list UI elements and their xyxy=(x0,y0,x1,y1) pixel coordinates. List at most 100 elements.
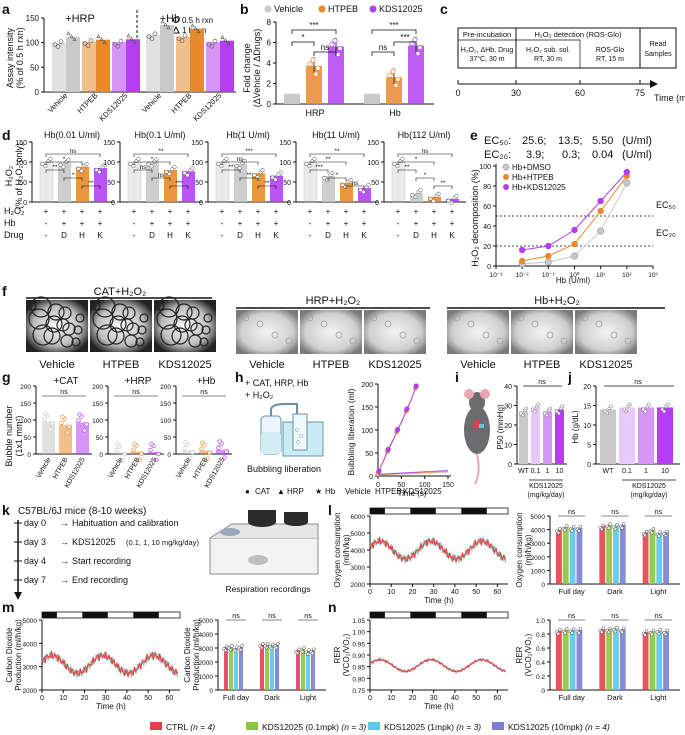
d-ytick-label: 100 xyxy=(15,160,27,167)
d-point xyxy=(131,163,136,169)
d-point xyxy=(61,164,66,169)
n-plot-point xyxy=(622,626,626,631)
m-plot-ytick2-label: 1000 xyxy=(199,674,214,681)
i-bar xyxy=(543,411,552,464)
a-xlabel: KDS12025 xyxy=(191,91,223,123)
f-bubble xyxy=(45,315,63,333)
f-bubble xyxy=(531,320,539,328)
e-ylabel: H₂O₂ decomposition (%) xyxy=(470,169,480,267)
j-bar xyxy=(600,409,616,464)
d-sig-bracket xyxy=(45,153,101,157)
n-plot-point xyxy=(571,627,576,631)
n-plot-dark-segment xyxy=(370,612,385,618)
b-ytick-label: 8 xyxy=(267,18,272,27)
n-plot-point xyxy=(570,631,574,635)
legend-label: CTRL (n = 4) xyxy=(166,722,215,732)
n-plot-ytick2-label: 0.4 xyxy=(536,660,545,667)
respiration-chamber xyxy=(209,510,319,575)
svg-text:Hb (g/dL): Hb (g/dL) xyxy=(571,410,580,444)
h-ytick-label: 150 xyxy=(361,405,373,412)
f-bubble xyxy=(75,313,85,323)
d-ytick-label: 150 xyxy=(15,140,27,147)
g-ytick-label: 150 xyxy=(160,401,171,408)
d-point xyxy=(149,164,154,169)
b-ytick-label: 2 xyxy=(267,80,272,89)
d-point xyxy=(252,173,257,178)
d-sig-label: ** xyxy=(246,172,252,179)
e-point xyxy=(544,258,552,266)
d-point xyxy=(312,156,317,162)
g-point xyxy=(182,446,187,451)
d-bar xyxy=(94,168,107,202)
f-bubble xyxy=(28,308,50,330)
svg-text:Oxygen consumption: Oxygen consumption xyxy=(515,512,524,587)
j-ytick-label: 10 xyxy=(583,423,591,430)
a-point-tri xyxy=(66,31,71,36)
l-plot-dark-segment xyxy=(410,508,436,514)
n-plot-bar xyxy=(613,628,619,690)
e-ytick-label: 20 xyxy=(483,244,491,251)
i-ytick-label: 10 xyxy=(504,443,512,450)
n-plot-point xyxy=(558,627,562,632)
e-point xyxy=(545,252,552,260)
f-bubble xyxy=(201,325,211,335)
d-row-val: + xyxy=(432,219,437,228)
e-xlabel: Hb (U/ml) xyxy=(556,276,591,285)
j-sig: ns xyxy=(634,379,642,386)
n-plot-point xyxy=(665,628,669,633)
m-plot-ytick-label: 4000 xyxy=(23,641,38,648)
f-microscopy-image xyxy=(575,310,637,354)
n-plot-dark-segment xyxy=(410,612,436,618)
d-sig-label: ** xyxy=(228,164,234,171)
n-plot-bar xyxy=(663,631,669,690)
d-sig-bracket xyxy=(345,185,365,189)
f-bubble xyxy=(256,320,264,328)
n-plot-ytick-label: 0.95 xyxy=(352,641,365,648)
b-ylabel: Fold change (ΔVehicle / ΔDrugs) xyxy=(242,29,262,108)
d-row-val: K xyxy=(185,231,191,240)
svg-text:Fold change: Fold change xyxy=(242,43,252,93)
g-point xyxy=(149,441,154,447)
m-plot-xlabel: Time (h) xyxy=(96,702,126,711)
d-row-val: + xyxy=(274,207,279,216)
f-bubble xyxy=(271,331,279,339)
a-point xyxy=(88,38,94,43)
f-label: Vehicle xyxy=(460,359,495,371)
d-title: Hb(0.01 U/ml) xyxy=(44,130,100,140)
a-bar-1h xyxy=(66,36,80,92)
g-point xyxy=(188,456,193,461)
b-point xyxy=(315,65,321,71)
m-plot-ylabel: Carbon Dioxide Production (ml/h/kg) xyxy=(5,619,23,691)
svg-text:Production (ml/h/kg): Production (ml/h/kg) xyxy=(14,619,23,691)
j-sublabel2: (mg/kg/day) xyxy=(631,492,668,499)
g-ytick-label: 200 xyxy=(160,384,171,391)
f-bubble xyxy=(320,320,328,328)
f-bubble xyxy=(188,334,202,348)
f-bubble xyxy=(467,320,475,328)
f-title-cat: CAT+H₂O₂ xyxy=(94,286,147,298)
a-xlabel: Vehicle xyxy=(140,91,163,114)
n-plot-ytick-label: 0.80 xyxy=(352,676,365,683)
b-bar xyxy=(284,93,300,104)
d-point xyxy=(182,171,187,176)
d-row-val: + xyxy=(256,207,261,216)
svg-text:Bubble number: Bubble number xyxy=(4,405,14,466)
m-plot-point xyxy=(259,645,264,650)
e-ec20-label: EC₂₀: xyxy=(484,149,511,161)
d-point xyxy=(219,163,224,169)
l-plot-point xyxy=(663,533,668,538)
d-sig-bracket xyxy=(257,185,277,189)
d-row-val: - xyxy=(133,219,136,228)
d-point xyxy=(185,173,190,178)
d-sig-bracket xyxy=(133,169,153,173)
m-plot-bar xyxy=(275,644,279,690)
a-point xyxy=(118,38,124,44)
a-xlabel: HTPEB xyxy=(75,91,99,115)
e-xtick-label: 10⁻¹ xyxy=(542,272,556,279)
a-point-tri xyxy=(220,35,225,39)
f-label: Vehicle xyxy=(39,359,74,371)
d-sig-bracket xyxy=(169,185,189,189)
d-bar xyxy=(270,175,283,202)
h-ytick-label: 100 xyxy=(361,428,373,435)
d-point xyxy=(40,161,45,167)
